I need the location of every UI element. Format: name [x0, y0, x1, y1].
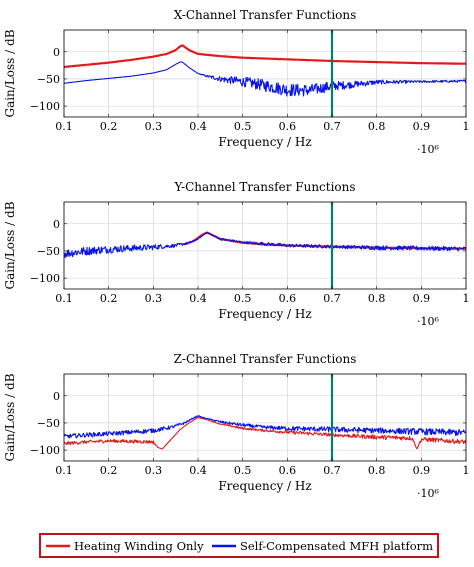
x-tick-label: 0.2	[100, 292, 118, 305]
y-axis-label: Gain/Loss / dB	[3, 201, 17, 289]
x-axis-multiplier: ·10⁶	[417, 315, 439, 328]
plot-area	[64, 231, 466, 259]
plot-frame	[63, 201, 467, 290]
y-axis-label: Gain/Loss / dB	[3, 29, 17, 117]
chart-panel-2: Y-Channel Transfer Functions 0.1 0.2 0.3 0.4…	[3, 180, 470, 328]
x-tick-label: 1	[463, 464, 470, 477]
x-tick-label: 0.5	[234, 292, 252, 305]
x-tick-label: 0.8	[368, 120, 386, 133]
y-axis-label: Gain/Loss / dB	[3, 373, 17, 461]
y-tick-label: −50	[37, 73, 60, 86]
x-axis-label: Frequency / Hz	[218, 479, 311, 493]
chart-title: X-Channel Transfer Functions	[174, 8, 357, 22]
x-tick-label: 0.6	[279, 120, 297, 133]
y-tick-label: −50	[37, 417, 60, 430]
series-line-self-compensated	[64, 61, 466, 97]
x-tick-label: 0.2	[100, 120, 118, 133]
x-tick-label: 0.3	[145, 464, 163, 477]
x-tick-label: 0.9	[413, 120, 431, 133]
y-tick-label: −100	[30, 272, 60, 285]
x-tick-label: 0.7	[323, 464, 341, 477]
chart-title: Y-Channel Transfer Functions	[173, 180, 355, 194]
x-tick-label: 0.8	[368, 292, 386, 305]
x-tick-label: 0.4	[189, 292, 207, 305]
grid	[63, 202, 467, 289]
y-tick-label: 0	[53, 218, 60, 231]
legend-label: Heating Winding Only	[74, 539, 204, 553]
x-tick-label: 0.4	[189, 464, 207, 477]
x-axis-multiplier: ·10⁶	[417, 487, 439, 500]
x-tick-label: 1	[463, 120, 470, 133]
x-tick-label: 0.1	[55, 464, 73, 477]
x-tick-label: 0.1	[55, 292, 73, 305]
y-tick-label: 0	[53, 390, 60, 403]
x-tick-label: 0.5	[234, 464, 252, 477]
x-tick-label: 0.2	[100, 464, 118, 477]
grid	[63, 30, 467, 117]
x-tick-label: 0.1	[55, 120, 73, 133]
series-line-heating-winding	[64, 417, 466, 450]
plot-frame	[63, 373, 467, 462]
x-tick-label: 0.9	[413, 292, 431, 305]
series-line-self-compensated	[64, 415, 466, 439]
series-line-self-compensated	[64, 231, 466, 259]
plot-area	[64, 415, 466, 450]
x-axis-label: Frequency / Hz	[218, 135, 311, 149]
grid	[63, 374, 467, 461]
x-tick-label: 1	[463, 292, 470, 305]
x-axis-label: Frequency / Hz	[218, 307, 311, 321]
x-axis-multiplier: ·10⁶	[417, 143, 439, 156]
x-tick-label: 0.4	[189, 120, 207, 133]
x-tick-label: 0.3	[145, 292, 163, 305]
chart-panel-3: Z-Channel Transfer Functions 0.1 0.2 0.3 0.4…	[3, 352, 470, 500]
x-tick-label: 0.6	[279, 464, 297, 477]
plot-frame	[63, 29, 467, 118]
legend-label: Self-Compensated MFH platform	[240, 539, 433, 553]
x-tick-label: 0.7	[323, 120, 341, 133]
y-tick-label: 0	[53, 46, 60, 59]
plot-area	[64, 44, 466, 97]
x-tick-label: 0.3	[145, 120, 163, 133]
legend-box	[39, 533, 439, 558]
y-tick-label: −50	[37, 245, 60, 258]
x-tick-label: 0.7	[323, 292, 341, 305]
x-tick-label: 0.8	[368, 464, 386, 477]
chart-panel-1: X-Channel Transfer Functions 0.1 0.2 0.3 0.4…	[3, 8, 470, 156]
y-tick-label: −100	[30, 100, 60, 113]
legend: Heating Winding Only Self-Compensated MFH…	[39, 533, 439, 558]
x-tick-label: 0.6	[279, 292, 297, 305]
x-tick-label: 0.9	[413, 464, 431, 477]
chart-title: Z-Channel Transfer Functions	[174, 352, 357, 366]
series-line-heating-winding	[64, 44, 466, 69]
x-tick-label: 0.5	[234, 120, 252, 133]
y-tick-label: −100	[30, 444, 60, 457]
